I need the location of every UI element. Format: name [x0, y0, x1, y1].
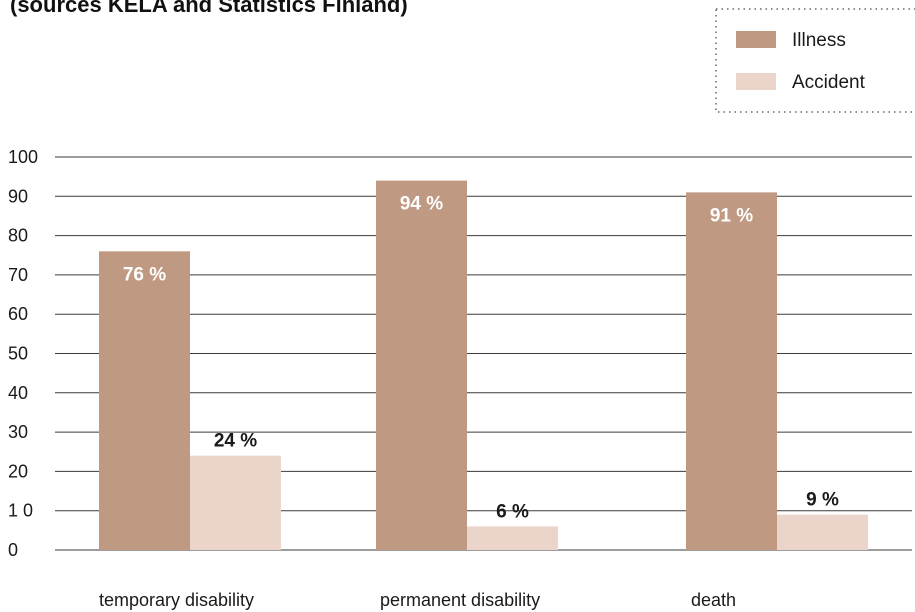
legend-swatch-illness — [736, 31, 776, 48]
data-label: 6 % — [496, 501, 529, 522]
chart-title: (sources KELA and Statistics Finland) — [10, 0, 408, 17]
bar-illness-1 — [99, 251, 190, 550]
y-tick-label: 80 — [8, 226, 28, 246]
y-tick-label: 100 — [8, 147, 38, 167]
y-tick-label: 60 — [8, 304, 28, 324]
y-tick-label: 70 — [8, 265, 28, 285]
y-tick-label: 50 — [8, 344, 28, 364]
y-tick-label: 0 — [8, 540, 18, 560]
y-tick-label: 40 — [8, 383, 28, 403]
x-category-label: permanent disability — [380, 590, 540, 610]
bar-illness-3 — [686, 192, 777, 550]
legend-swatch-accident — [736, 73, 776, 90]
y-tick-label: 1 0 — [8, 501, 33, 521]
data-label: 9 % — [806, 490, 839, 511]
bar-accident-3 — [777, 514, 868, 550]
bar-illness-2 — [376, 180, 467, 550]
data-label: 94 % — [400, 194, 443, 215]
legend-label: Illness — [792, 30, 846, 51]
bar-accident-2 — [467, 526, 558, 550]
legend-box — [715, 8, 915, 113]
data-label: 91 % — [710, 205, 753, 226]
y-tick-label: 90 — [8, 186, 28, 206]
legend-label: Accident — [792, 72, 866, 93]
y-tick-label: 20 — [8, 461, 28, 481]
bar-accident-1 — [190, 455, 281, 550]
data-label: 76 % — [123, 264, 166, 285]
x-category-label: temporary disability — [99, 590, 254, 610]
x-category-label: death — [691, 590, 736, 610]
data-label: 24 % — [214, 431, 257, 452]
y-tick-label: 30 — [8, 422, 28, 442]
